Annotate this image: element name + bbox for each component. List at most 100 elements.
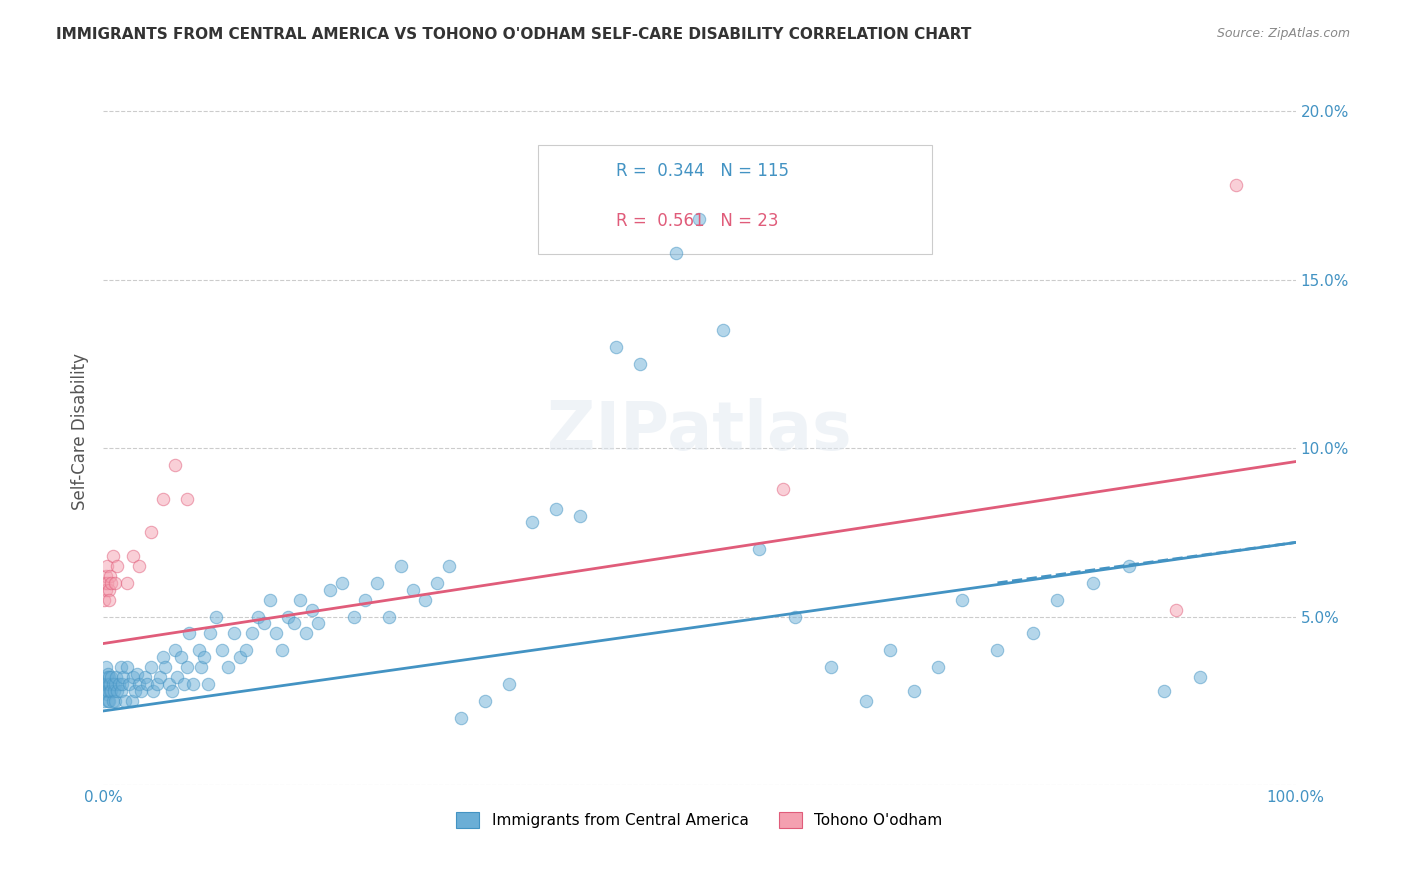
Text: ZIPatlas: ZIPatlas bbox=[547, 398, 852, 464]
Immigrants from Central America bbox=[152, 650, 174, 665]
Immigrants from Central America bbox=[546, 501, 568, 516]
Immigrants from Central America bbox=[129, 683, 152, 698]
FancyBboxPatch shape bbox=[538, 145, 932, 254]
Immigrants from Central America bbox=[354, 592, 377, 607]
Immigrants from Central America bbox=[879, 643, 901, 657]
Immigrants from Central America bbox=[855, 694, 877, 708]
Immigrants from Central America bbox=[153, 660, 176, 674]
Immigrants from Central America bbox=[163, 643, 186, 657]
Tohono O'odham bbox=[100, 575, 122, 590]
Immigrants from Central America bbox=[98, 677, 121, 691]
Immigrants from Central America bbox=[122, 670, 145, 684]
Immigrants from Central America bbox=[96, 677, 118, 691]
Immigrants from Central America bbox=[1046, 592, 1069, 607]
Immigrants from Central America bbox=[264, 626, 287, 640]
Immigrants from Central America bbox=[101, 694, 124, 708]
Tohono O'odham bbox=[122, 549, 145, 563]
Immigrants from Central America bbox=[366, 575, 388, 590]
Immigrants from Central America bbox=[402, 582, 425, 597]
Immigrants from Central America bbox=[98, 677, 121, 691]
Immigrants from Central America bbox=[149, 670, 172, 684]
Immigrants from Central America bbox=[211, 643, 233, 657]
Immigrants from Central America bbox=[136, 677, 159, 691]
FancyBboxPatch shape bbox=[554, 157, 606, 188]
Immigrants from Central America bbox=[664, 245, 686, 260]
Immigrants from Central America bbox=[104, 677, 127, 691]
Immigrants from Central America bbox=[342, 609, 364, 624]
Immigrants from Central America bbox=[114, 694, 136, 708]
Immigrants from Central America bbox=[318, 582, 340, 597]
Immigrants from Central America bbox=[903, 683, 925, 698]
Immigrants from Central America bbox=[187, 643, 209, 657]
Immigrants from Central America bbox=[142, 683, 165, 698]
Immigrants from Central America bbox=[271, 643, 294, 657]
Immigrants from Central America bbox=[104, 694, 127, 708]
Immigrants from Central America bbox=[111, 677, 134, 691]
Immigrants from Central America bbox=[128, 677, 150, 691]
Immigrants from Central America bbox=[124, 683, 146, 698]
Immigrants from Central America bbox=[110, 683, 132, 698]
Immigrants from Central America bbox=[100, 683, 122, 698]
Tohono O'odham bbox=[107, 559, 129, 574]
Immigrants from Central America bbox=[247, 609, 270, 624]
Immigrants from Central America bbox=[96, 670, 118, 684]
Immigrants from Central America bbox=[100, 670, 122, 684]
Immigrants from Central America bbox=[110, 660, 132, 674]
Immigrants from Central America bbox=[197, 677, 219, 691]
Immigrants from Central America bbox=[97, 666, 120, 681]
Immigrants from Central America bbox=[283, 616, 305, 631]
Tohono O'odham bbox=[163, 458, 186, 472]
Immigrants from Central America bbox=[98, 694, 121, 708]
Immigrants from Central America bbox=[166, 670, 188, 684]
Tohono O'odham bbox=[98, 569, 121, 583]
Immigrants from Central America bbox=[169, 650, 191, 665]
Tohono O'odham bbox=[128, 559, 150, 574]
Legend: Immigrants from Central America, Tohono O'odham: Immigrants from Central America, Tohono … bbox=[450, 805, 949, 834]
Immigrants from Central America bbox=[96, 687, 118, 701]
Immigrants from Central America bbox=[240, 626, 263, 640]
Tohono O'odham bbox=[1225, 178, 1247, 193]
Immigrants from Central America bbox=[330, 575, 353, 590]
Tohono O'odham bbox=[1166, 603, 1188, 617]
Immigrants from Central America bbox=[1189, 670, 1212, 684]
Immigrants from Central America bbox=[176, 660, 198, 674]
Immigrants from Central America bbox=[134, 670, 156, 684]
Immigrants from Central America bbox=[229, 650, 252, 665]
Immigrants from Central America bbox=[98, 683, 121, 698]
Text: Source: ZipAtlas.com: Source: ZipAtlas.com bbox=[1216, 27, 1350, 40]
Immigrants from Central America bbox=[107, 683, 129, 698]
Immigrants from Central America bbox=[711, 323, 734, 337]
Immigrants from Central America bbox=[162, 683, 184, 698]
Immigrants from Central America bbox=[288, 592, 311, 607]
Text: IMMIGRANTS FROM CENTRAL AMERICA VS TOHONO O'ODHAM SELF-CARE DISABILITY CORRELATI: IMMIGRANTS FROM CENTRAL AMERICA VS TOHON… bbox=[56, 27, 972, 42]
Immigrants from Central America bbox=[200, 626, 222, 640]
Immigrants from Central America bbox=[146, 677, 169, 691]
Tohono O'odham bbox=[96, 559, 118, 574]
Immigrants from Central America bbox=[121, 694, 143, 708]
Tohono O'odham bbox=[98, 592, 121, 607]
Immigrants from Central America bbox=[474, 694, 496, 708]
Tohono O'odham bbox=[104, 575, 127, 590]
Immigrants from Central America bbox=[115, 660, 138, 674]
Immigrants from Central America bbox=[181, 677, 204, 691]
Tohono O'odham bbox=[139, 525, 162, 540]
Immigrants from Central America bbox=[107, 677, 129, 691]
Immigrants from Central America bbox=[986, 643, 1008, 657]
Immigrants from Central America bbox=[748, 542, 770, 557]
Text: R =  0.561   N = 23: R = 0.561 N = 23 bbox=[616, 212, 779, 230]
Text: R =  0.344   N = 115: R = 0.344 N = 115 bbox=[616, 162, 789, 180]
Immigrants from Central America bbox=[94, 660, 117, 674]
Immigrants from Central America bbox=[235, 643, 257, 657]
Immigrants from Central America bbox=[190, 660, 212, 674]
Immigrants from Central America bbox=[522, 515, 544, 529]
Immigrants from Central America bbox=[205, 609, 228, 624]
Immigrants from Central America bbox=[426, 575, 449, 590]
Immigrants from Central America bbox=[177, 626, 200, 640]
Immigrants from Central America bbox=[118, 677, 141, 691]
FancyBboxPatch shape bbox=[554, 207, 606, 238]
Immigrants from Central America bbox=[295, 626, 318, 640]
Tohono O'odham bbox=[93, 592, 115, 607]
Immigrants from Central America bbox=[259, 592, 281, 607]
Immigrants from Central America bbox=[950, 592, 973, 607]
Immigrants from Central America bbox=[224, 626, 246, 640]
